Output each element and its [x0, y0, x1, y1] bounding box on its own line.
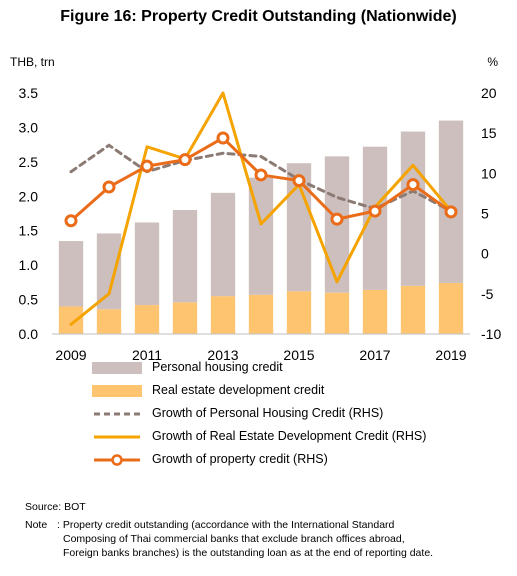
bar-personal-housing — [96, 233, 122, 310]
chart-plot: THB, trn % 0.0 0.5 1.0 1.5 2.0 2.5 3.0 3.5 -10 -5 0 5… — [10, 55, 501, 360]
note-line-2: Composing of Thai commercial banks that … — [63, 533, 405, 545]
bar-real-estate-development — [248, 294, 274, 334]
bar-real-estate-development — [438, 283, 464, 334]
point-growth-property-credit — [102, 180, 116, 194]
note-line-1: Note : Property credit outstanding (accor… — [25, 518, 433, 532]
source-note: Source: BOT — [25, 501, 86, 513]
bar-personal-housing — [172, 210, 198, 303]
x-tick-label: 2019 — [435, 347, 466, 360]
bar-real-estate-development — [58, 306, 84, 334]
bar-real-estate-development — [96, 309, 122, 334]
right-tick-label: 0 — [481, 246, 489, 262]
line-growth-of-real-estate-development-credit-rhs — [69, 91, 453, 326]
bar-real-estate-development — [172, 302, 198, 334]
point-growth-property-credit — [178, 153, 192, 167]
chart-title: Figure 16: Property Credit Outstanding (… — [60, 8, 457, 25]
bar-real-estate-development — [286, 291, 312, 334]
legend-label: Growth of Real Estate Development Credit… — [152, 429, 427, 443]
legend-label: Real estate development credit — [152, 383, 325, 397]
bar-personal-housing — [362, 146, 388, 290]
note-text: : Property credit outstanding (accordanc… — [57, 519, 395, 531]
left-axis-label: THB, trn — [10, 55, 55, 69]
right-axis-label: % — [487, 55, 498, 69]
right-tick-label: 5 — [481, 206, 489, 222]
bar-real-estate-development — [134, 305, 160, 334]
point-growth-property-credit — [254, 168, 268, 182]
legend-swatch-growth-real-estate — [94, 435, 140, 439]
bar-personal-housing — [134, 222, 160, 306]
left-tick-label: 2.0 — [19, 188, 39, 204]
note-line-3: Foreign banks branches) is the outstandi… — [63, 547, 434, 559]
legend-label: Personal housing credit — [152, 360, 283, 374]
point-growth-property-credit — [292, 174, 306, 188]
bar-personal-housing — [400, 131, 426, 286]
bar-personal-housing — [210, 192, 236, 297]
x-tick-label: 2011 — [132, 347, 162, 360]
bar-real-estate-development — [210, 296, 236, 334]
right-tick-label: 20 — [481, 85, 497, 101]
left-tick-label: 0.0 — [19, 326, 39, 342]
point-growth-property-credit — [140, 159, 154, 173]
left-tick-label: 2.5 — [19, 154, 39, 170]
line-growth-of-personal-housing-credit-rhs — [69, 143, 453, 213]
point-growth-property-credit — [330, 212, 344, 226]
legend-swatch-growth-property-credit — [94, 454, 140, 466]
point-growth-property-credit — [406, 178, 420, 192]
left-tick-label: 3.5 — [19, 85, 39, 101]
point-growth-property-credit — [444, 205, 458, 219]
left-tick-label: 1.0 — [19, 257, 39, 273]
x-tick-label: 2009 — [55, 347, 86, 360]
x-tick-label: 2015 — [283, 347, 314, 360]
point-growth-property-credit — [216, 131, 230, 145]
left-tick-label: 3.0 — [19, 119, 39, 135]
legend-label: Growth of Personal Housing Credit (RHS) — [152, 406, 384, 420]
bar-real-estate-development — [362, 289, 388, 334]
note-block: Note : Property credit outstanding (accor… — [25, 518, 433, 560]
right-tick-label: -5 — [481, 286, 494, 302]
x-tick-label: 2013 — [207, 347, 238, 360]
bar-real-estate-development — [400, 285, 426, 334]
x-tick-label: 2017 — [359, 347, 390, 360]
point-growth-property-credit — [368, 204, 382, 218]
legend-swatch-real-estate-development — [92, 385, 142, 397]
bar-personal-housing — [58, 241, 84, 307]
right-tick-label: -10 — [481, 326, 501, 342]
bar-real-estate-development — [324, 292, 350, 334]
note-label: Note — [25, 519, 48, 531]
legend-swatch-personal-housing — [92, 362, 142, 374]
legend-swatch-growth-personal-housing — [94, 412, 140, 416]
right-tick-label: 15 — [481, 125, 497, 141]
left-tick-label: 0.5 — [19, 292, 39, 308]
left-tick-label: 1.5 — [19, 223, 39, 239]
point-growth-property-credit — [64, 214, 78, 228]
right-tick-label: 10 — [481, 165, 497, 181]
legend-label: Growth of property credit (RHS) — [152, 452, 328, 466]
